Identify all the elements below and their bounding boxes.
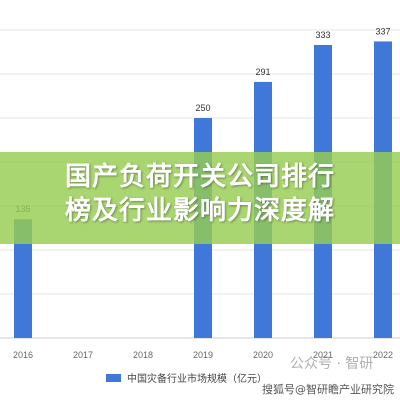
x-tick-label-2018: 2018 — [133, 350, 153, 360]
title-banner — [0, 152, 400, 244]
legend-label: 中国灾备行业市场规模（亿元） — [127, 372, 267, 385]
legend: 中国灾备行业市场规模（亿元） — [106, 372, 267, 385]
x-tick-label-2020: 2020 — [253, 350, 273, 360]
watermark-wechat: 公众号 · 智研 — [290, 356, 374, 372]
data-label-2022: 337 — [375, 26, 390, 36]
x-tick-label-2021: 2021 — [313, 350, 333, 360]
legend-swatch — [106, 374, 121, 382]
x-tick-label-2022: 2022 — [373, 350, 393, 360]
data-label-2019: 250 — [195, 103, 210, 113]
data-label-2020: 291 — [255, 67, 270, 77]
x-tick-label-2017: 2017 — [73, 350, 93, 360]
banner-title-line-2: 榜及行业影响力深度解 — [64, 196, 335, 226]
banner-title-line-1: 国产负荷开关公司排行 — [64, 162, 335, 192]
x-tick-label-2019: 2019 — [193, 350, 213, 360]
x-axis-labels: 2016 2017 2018 2019 2020 2021 2022 — [13, 350, 393, 360]
data-label-2021: 333 — [315, 30, 330, 40]
banner-title: 国产负荷开关公司排行 榜及行业影响力深度解 — [0, 160, 400, 228]
bar-2016 — [14, 219, 32, 338]
watermark-sohu: 搜狐号@智研瞻产业研究院 — [262, 381, 394, 397]
x-tick-label-2016: 2016 — [13, 350, 33, 360]
